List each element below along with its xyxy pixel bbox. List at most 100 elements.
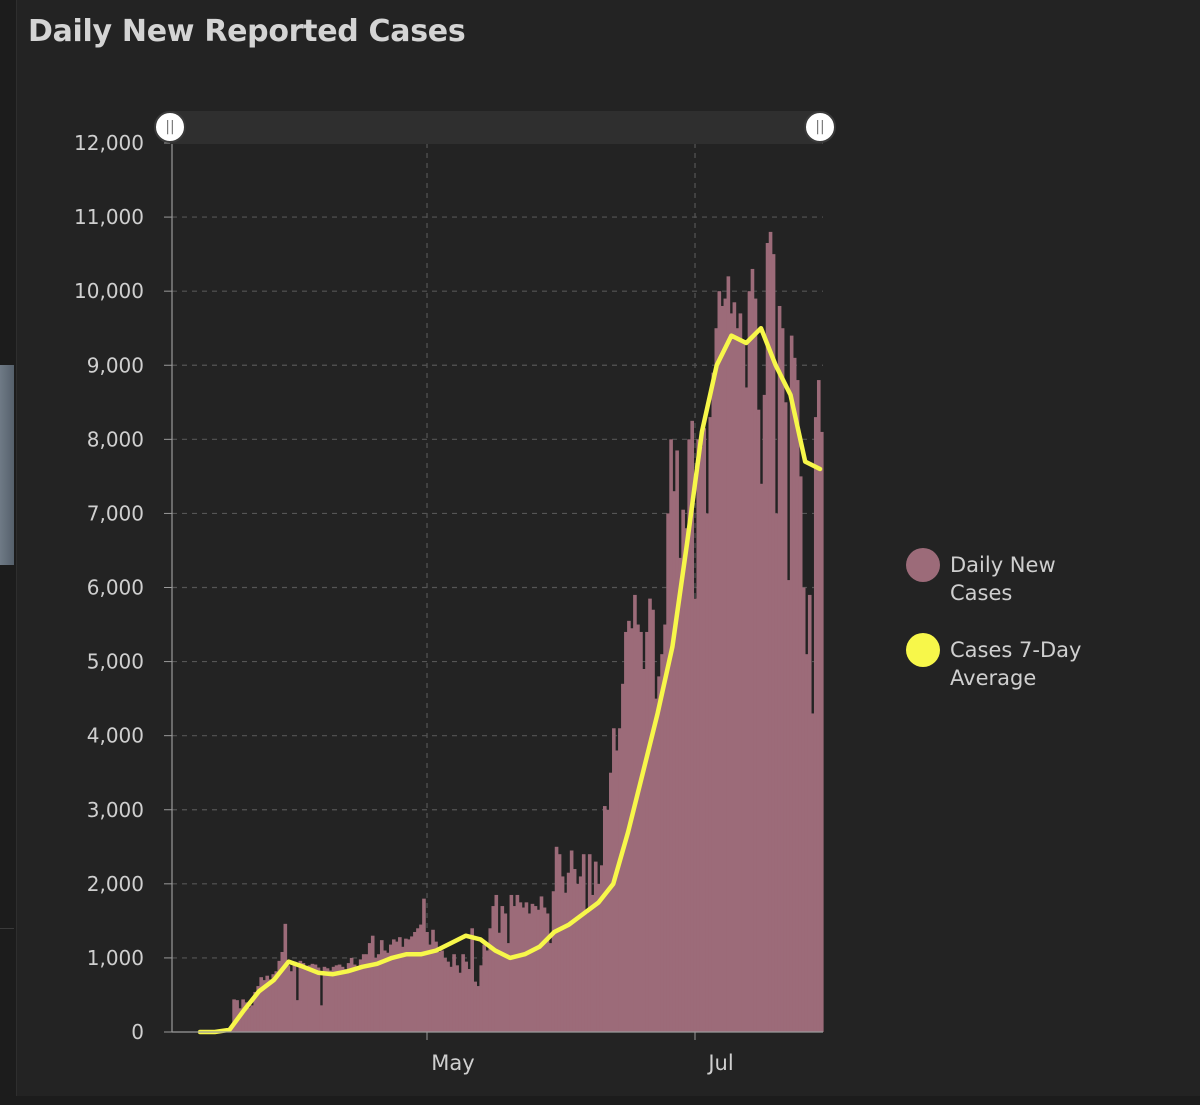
- bar: [476, 986, 481, 1032]
- bar: [262, 980, 267, 1032]
- bar: [301, 963, 306, 1032]
- bar: [518, 902, 523, 1032]
- bar: [292, 961, 297, 1032]
- bar: [488, 928, 493, 1032]
- bar: [286, 965, 291, 1032]
- bar: [370, 935, 375, 1032]
- bar: [783, 402, 788, 1032]
- bar: [720, 305, 725, 1033]
- bar: [352, 964, 357, 1032]
- y-tick-label: 3,000: [87, 798, 144, 822]
- bar: [654, 698, 658, 1033]
- axes: [164, 142, 823, 1040]
- bar: [271, 974, 276, 1032]
- bar: [599, 865, 604, 1032]
- bar: [572, 869, 577, 1032]
- bar: [687, 439, 691, 1033]
- bar: [672, 491, 676, 1032]
- bar: [428, 944, 432, 1032]
- bar: [506, 943, 511, 1032]
- bar: [747, 291, 752, 1032]
- bar: [443, 957, 447, 1032]
- bar: [741, 343, 746, 1032]
- bar: [331, 966, 336, 1032]
- average-series: [197, 325, 823, 1035]
- bar: [395, 941, 399, 1032]
- bar: [346, 963, 351, 1032]
- bar: [283, 923, 288, 1032]
- bar: [382, 950, 387, 1032]
- bar: [729, 313, 734, 1032]
- bar: [349, 957, 354, 1032]
- bar: [491, 906, 496, 1032]
- bar: [437, 951, 441, 1032]
- bar: [376, 954, 381, 1032]
- side-divider: [0, 928, 14, 929]
- y-tick-label: 6,000: [87, 576, 144, 600]
- bar: [530, 903, 535, 1032]
- bar: [458, 972, 462, 1032]
- bar: [810, 713, 815, 1032]
- bar: [681, 509, 685, 1033]
- bar: [325, 968, 330, 1032]
- bar: [596, 883, 601, 1032]
- bar: [434, 941, 438, 1032]
- bar: [771, 254, 776, 1033]
- bar: [566, 872, 571, 1032]
- y-tick-label: 7,000: [87, 501, 144, 525]
- bar: [699, 446, 704, 1032]
- bar: [705, 513, 710, 1032]
- bar: [690, 420, 694, 1032]
- bar: [413, 931, 417, 1032]
- bar: [367, 943, 372, 1032]
- bar: [563, 892, 568, 1032]
- bar: [241, 999, 245, 1032]
- side-thumbnail[interactable]: [0, 365, 14, 565]
- bar: [407, 939, 411, 1032]
- bar: [774, 513, 779, 1032]
- bar: [615, 750, 619, 1032]
- legend-item-7-day-average[interactable]: Cases 7-Day Average: [906, 633, 1146, 692]
- legend: Daily New Cases Cases 7-Day Average: [906, 548, 1146, 718]
- handle-grip-icon: ||: [815, 119, 825, 135]
- bar: [765, 243, 770, 1032]
- bar: [807, 594, 812, 1032]
- chart-title: Daily New Reported Cases: [28, 14, 466, 49]
- bar: [738, 313, 743, 1032]
- bar: [702, 428, 707, 1033]
- bar: [440, 950, 444, 1032]
- legend-item-daily-new-cases[interactable]: Daily New Cases: [906, 548, 1146, 607]
- bar: [473, 981, 477, 1032]
- bar: [389, 944, 393, 1032]
- bar: [657, 676, 661, 1032]
- range-slider-track: [170, 111, 822, 144]
- bar: [494, 894, 499, 1032]
- bar: [364, 954, 369, 1032]
- bar: [542, 907, 547, 1032]
- bar: [651, 609, 655, 1032]
- bar: [723, 298, 728, 1033]
- bar: [750, 268, 755, 1032]
- bar: [666, 513, 670, 1032]
- bar: [645, 631, 649, 1032]
- bar: [340, 966, 345, 1032]
- range-slider-right-handle[interactable]: ||: [804, 111, 836, 143]
- bar: [422, 898, 426, 1032]
- bar: [343, 969, 348, 1032]
- handle-grip-icon: ||: [165, 119, 175, 135]
- bar: [337, 964, 342, 1032]
- x-tick-label: Jul: [706, 1051, 733, 1075]
- bar: [753, 298, 758, 1033]
- bar: [470, 928, 474, 1032]
- bar: [250, 1005, 254, 1032]
- bar: [398, 937, 402, 1032]
- legend-label: Daily New Cases: [950, 553, 1056, 605]
- bar: [379, 940, 384, 1032]
- range-slider-left-handle[interactable]: ||: [154, 111, 186, 143]
- bar: [416, 928, 420, 1032]
- bar: [247, 1007, 251, 1032]
- bar: [593, 861, 598, 1032]
- bar: [265, 975, 270, 1032]
- bar: [587, 854, 592, 1032]
- y-tick-label: 5,000: [87, 650, 144, 674]
